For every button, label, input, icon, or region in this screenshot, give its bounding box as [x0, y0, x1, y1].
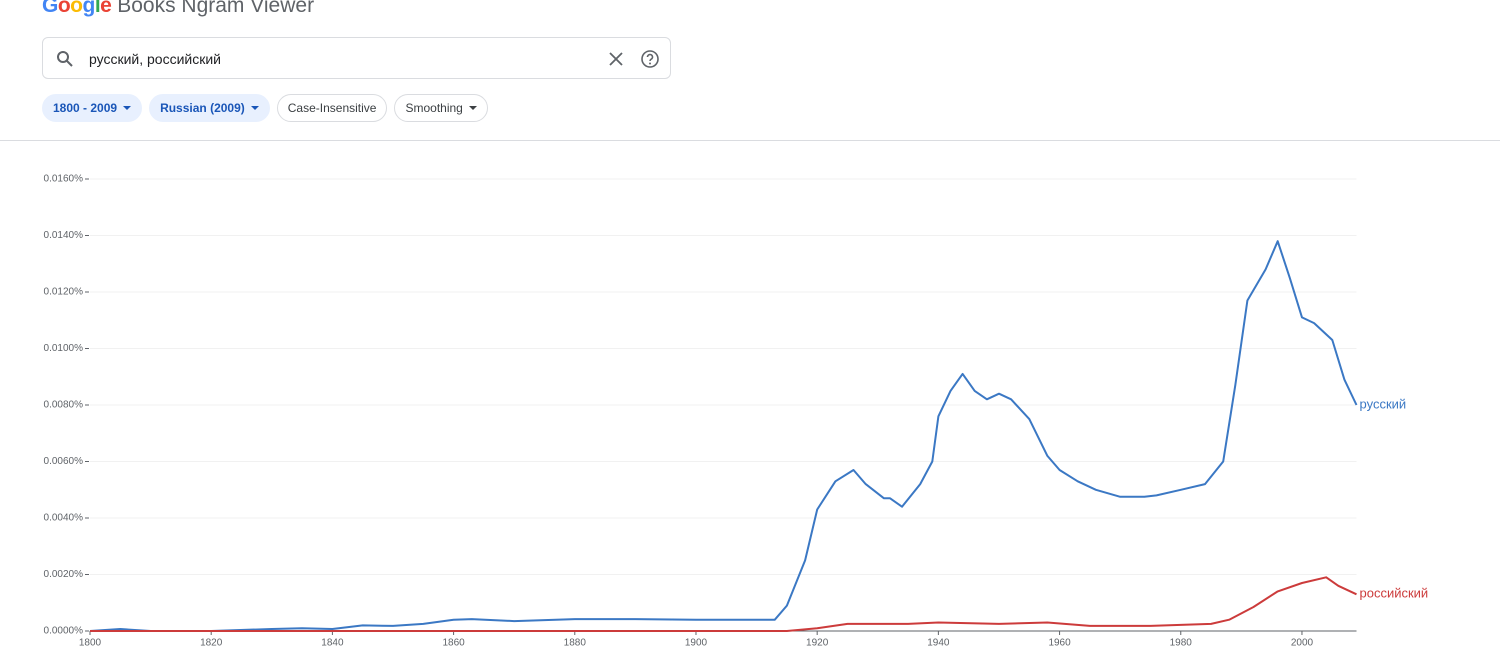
- x-tick-label: 1960: [1048, 638, 1071, 649]
- series-label: русский: [1360, 396, 1407, 411]
- x-tick-label: 1840: [321, 638, 344, 649]
- chips: 1800 - 2009 Russian (2009) Case-Insensit…: [42, 94, 488, 122]
- y-tick-label: 0.0000%: [44, 626, 84, 637]
- chip-years[interactable]: 1800 - 2009: [42, 94, 143, 122]
- chip-label: Russian (2009): [160, 101, 245, 115]
- chip-label: Smoothing: [405, 101, 463, 115]
- y-tick-label: 0.0100%: [44, 343, 84, 354]
- series-line: [90, 576, 1357, 632]
- search-box[interactable]: русский, российский: [42, 37, 671, 79]
- x-tick-label: 1800: [79, 638, 102, 649]
- x-tick-label: 1940: [927, 638, 950, 649]
- y-tick-label: 0.0060%: [44, 456, 84, 467]
- y-tick-label: 0.0020%: [44, 569, 84, 580]
- chip-label: Case-Insensitive: [287, 101, 377, 115]
- chip-corpus[interactable]: Russian (2009): [149, 94, 270, 122]
- series-label: российский: [1360, 586, 1429, 601]
- logo: Google Books Ngram Viewer: [42, 0, 314, 18]
- chip-smoothing[interactable]: Smoothing: [394, 94, 488, 122]
- x-tick-label: 1820: [200, 638, 223, 649]
- y-tick-label: 0.0140%: [44, 230, 84, 241]
- x-tick-label: 1880: [564, 638, 587, 649]
- x-tick-label: 1900: [685, 638, 708, 649]
- header: Google Books Ngram Viewer русский, росси…: [0, 0, 1500, 141]
- x-tick-label: 1920: [806, 638, 829, 649]
- search-icon: [57, 51, 73, 67]
- series-line: [89, 240, 1358, 632]
- app-title: Books Ngram Viewer: [117, 0, 315, 17]
- x-tick-label: 1860: [442, 638, 465, 649]
- chip-label: 1800 - 2009: [53, 101, 118, 115]
- search-query[interactable]: русский, российский: [89, 51, 221, 67]
- chart: 0.0000% 0.0020% 0.0040% 0.0060% 0.0080% 0.010…: [44, 174, 1429, 649]
- chip-case[interactable]: Case-Insensitive: [276, 94, 388, 122]
- y-tick-label: 0.0080%: [44, 400, 84, 411]
- y-tick-label: 0.0040%: [44, 513, 84, 524]
- x-tick-label: 2000: [1291, 638, 1314, 649]
- help-icon[interactable]: [640, 49, 660, 69]
- clear-icon[interactable]: [608, 51, 624, 67]
- logo-word: Google: [42, 0, 112, 17]
- y-tick-label: 0.0120%: [44, 287, 84, 298]
- y-tick-label: 0.0160%: [44, 174, 84, 185]
- x-tick-label: 1980: [1170, 638, 1193, 649]
